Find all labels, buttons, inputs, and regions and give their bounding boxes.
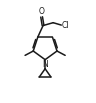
Text: N: N <box>42 60 48 69</box>
Text: O: O <box>39 7 45 16</box>
Text: Cl: Cl <box>62 21 69 30</box>
